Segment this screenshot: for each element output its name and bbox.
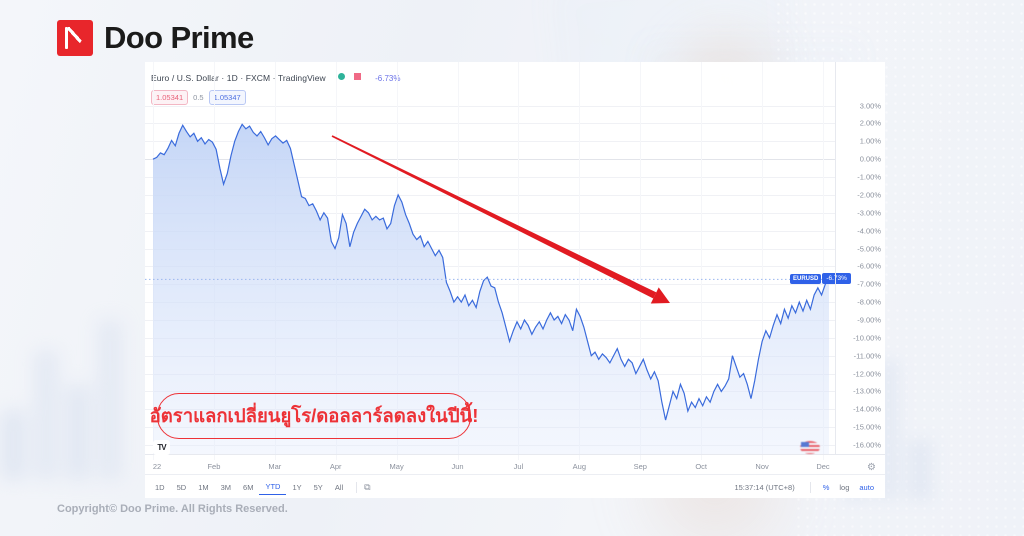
- y-axis-tick-label: -1.00%: [857, 172, 881, 182]
- gridline: [145, 177, 835, 179]
- x-axis-tick-label: Apr: [329, 462, 342, 471]
- y-axis-tick-label: -16.00%: [853, 440, 881, 450]
- y-axis-tick-label: -13.00%: [853, 386, 881, 396]
- range-button-1d[interactable]: 1D: [155, 482, 165, 492]
- brand-logo: Doo Prime: [57, 20, 254, 56]
- y-axis-tick-label: -8.00%: [857, 297, 881, 307]
- copyright-footer: Copyright© Doo Prime. All Rights Reserve…: [57, 503, 288, 515]
- y-axis-tick-label: -14.00%: [853, 404, 881, 414]
- range-button-1y[interactable]: 1Y: [292, 482, 302, 492]
- toolbar-right-group[interactable]: 15:37:14 (UTC+8) % log auto: [734, 481, 885, 494]
- vertical-gridline: [823, 62, 824, 460]
- y-axis-tick-label: -3.00%: [857, 208, 881, 218]
- x-axis-tick-label: Sep: [633, 462, 647, 471]
- gridline: [145, 266, 835, 268]
- percent-scale-button[interactable]: %: [822, 482, 830, 492]
- x-axis-line: [145, 454, 885, 455]
- range-button-all[interactable]: All: [334, 482, 344, 492]
- time-range-buttons[interactable]: 1D 5D 1M 3M 6M YTD 1Y 5Y All: [149, 479, 349, 495]
- y-axis-tick-label: 1.00%: [859, 136, 881, 146]
- vertical-gridline: [640, 62, 642, 460]
- y-axis-tick-label: -9.00%: [857, 315, 881, 325]
- range-button-ytd[interactable]: YTD: [259, 479, 287, 495]
- toolbar-divider: [356, 481, 358, 493]
- chart-symbol-title: Euro / U.S. Dollar · 1D · FXCM · Trading…: [151, 73, 326, 83]
- thai-callout-banner: อัตราแลกเปลี่ยนยูโร/ดอลลาร์ลดลงในปีนี้!: [150, 393, 478, 439]
- x-axis-tick-label: Jul: [513, 462, 524, 471]
- doo-prime-mark-icon: [57, 20, 93, 56]
- price-badge-value: -6.73%: [822, 273, 851, 285]
- calendar-icon[interactable]: ⧉: [364, 481, 371, 492]
- close-value-pill: 1.05347: [208, 90, 246, 105]
- callout-text: อัตราแลกเปลี่ยนยูโร/ดอลลาร์ลดลงในปีนี้!: [149, 404, 479, 426]
- x-axis-tick-label: May: [389, 462, 404, 471]
- tradingview-chart-card[interactable]: Euro / U.S. Dollar · 1D · FXCM · Trading…: [145, 62, 885, 498]
- x-axis-tick-label: 22: [152, 462, 162, 471]
- y-axis-tick-label: -2.00%: [857, 190, 881, 200]
- y-axis-tick-label: -15.00%: [853, 422, 881, 432]
- x-axis-tick-label: Dec: [816, 462, 830, 471]
- gridline: [145, 248, 835, 250]
- currency-flag-marker-icon: [800, 441, 820, 454]
- gridline: [145, 159, 835, 161]
- gridline: [145, 194, 835, 196]
- x-axis-tick-label: Nov: [755, 462, 769, 471]
- x-axis-tick-label: Jun: [451, 462, 464, 471]
- price-badge-symbol: EURUSD: [790, 273, 822, 284]
- range-button-1m[interactable]: 1M: [198, 482, 209, 492]
- x-axis-tick-label: Aug: [572, 462, 587, 471]
- x-axis-tick-label: Feb: [207, 462, 221, 471]
- y-axis-tick-label: 0.00%: [859, 154, 881, 164]
- log-scale-button[interactable]: log: [839, 482, 850, 492]
- vertical-gridline: [457, 62, 459, 460]
- y-axis-tick-label: -7.00%: [857, 279, 881, 289]
- y-axis-tick-label: -5.00%: [857, 244, 881, 254]
- mid-value: 0.5: [193, 93, 204, 102]
- market-status-square-icon: [353, 73, 361, 80]
- vertical-gridline: [518, 62, 520, 460]
- y-axis-tick-label: -12.00%: [853, 369, 881, 379]
- y-axis-tick-label: -6.00%: [857, 261, 881, 271]
- gridline: [145, 141, 835, 143]
- tradingview-logo[interactable]: TV: [153, 440, 170, 455]
- downtrend-arrow-annotation: [331, 135, 670, 304]
- x-axis-tick-label: Oct: [695, 462, 708, 471]
- vertical-gridline: [762, 62, 764, 460]
- toolbar-divider-2: [809, 481, 811, 493]
- chart-title-row: Euro / U.S. Dollar · 1D · FXCM · Trading…: [151, 68, 885, 86]
- y-axis-tick-label: -4.00%: [857, 226, 881, 236]
- range-button-3m[interactable]: 3M: [220, 482, 232, 492]
- gridline: [145, 105, 835, 107]
- chart-value-row: 1.05341 0.5 1.05347: [151, 90, 885, 105]
- chart-change-percent: -6.73%: [375, 74, 401, 83]
- y-axis-tick-label: -10.00%: [853, 333, 881, 343]
- market-open-dot-icon: [338, 73, 346, 80]
- vertical-gridline: [701, 62, 703, 460]
- y-axis-tick-label: -11.00%: [853, 351, 881, 361]
- y-axis-line: [835, 62, 836, 454]
- range-button-6m[interactable]: 6M: [243, 482, 254, 492]
- gridline: [145, 123, 835, 125]
- y-axis-tick-label: 3.00%: [859, 101, 881, 111]
- gridline: [145, 230, 835, 232]
- brand-name: Doo Prime: [104, 20, 254, 55]
- current-price-badge: EURUSD -6.73%: [790, 273, 851, 285]
- range-button-5y[interactable]: 5Y: [313, 482, 323, 492]
- chart-plot-area[interactable]: 3.00% 2.00% 1.00% 0.00% -1.00% -2.00% -3.00% -4…: [145, 62, 885, 498]
- range-button-5d[interactable]: 5D: [176, 482, 187, 492]
- price-series-chart: [145, 123, 835, 454]
- clock-label: 15:37:14 (UTC+8): [734, 482, 795, 492]
- auto-scale-button[interactable]: auto: [859, 482, 874, 492]
- chart-toolbar[interactable]: 1D 5D 1M 3M 6M YTD 1Y 5Y All ⧉ 15:37:14 (UTC+8) …: [145, 474, 885, 499]
- x-axis-tick-label: Mar: [268, 462, 282, 471]
- chart-settings-gear-icon[interactable]: ⚙: [867, 462, 876, 473]
- y-axis-tick-label: 2.00%: [859, 118, 881, 128]
- open-value-pill: 1.05341: [151, 90, 189, 105]
- chart-header: Euro / U.S. Dollar · 1D · FXCM · Trading…: [145, 62, 885, 105]
